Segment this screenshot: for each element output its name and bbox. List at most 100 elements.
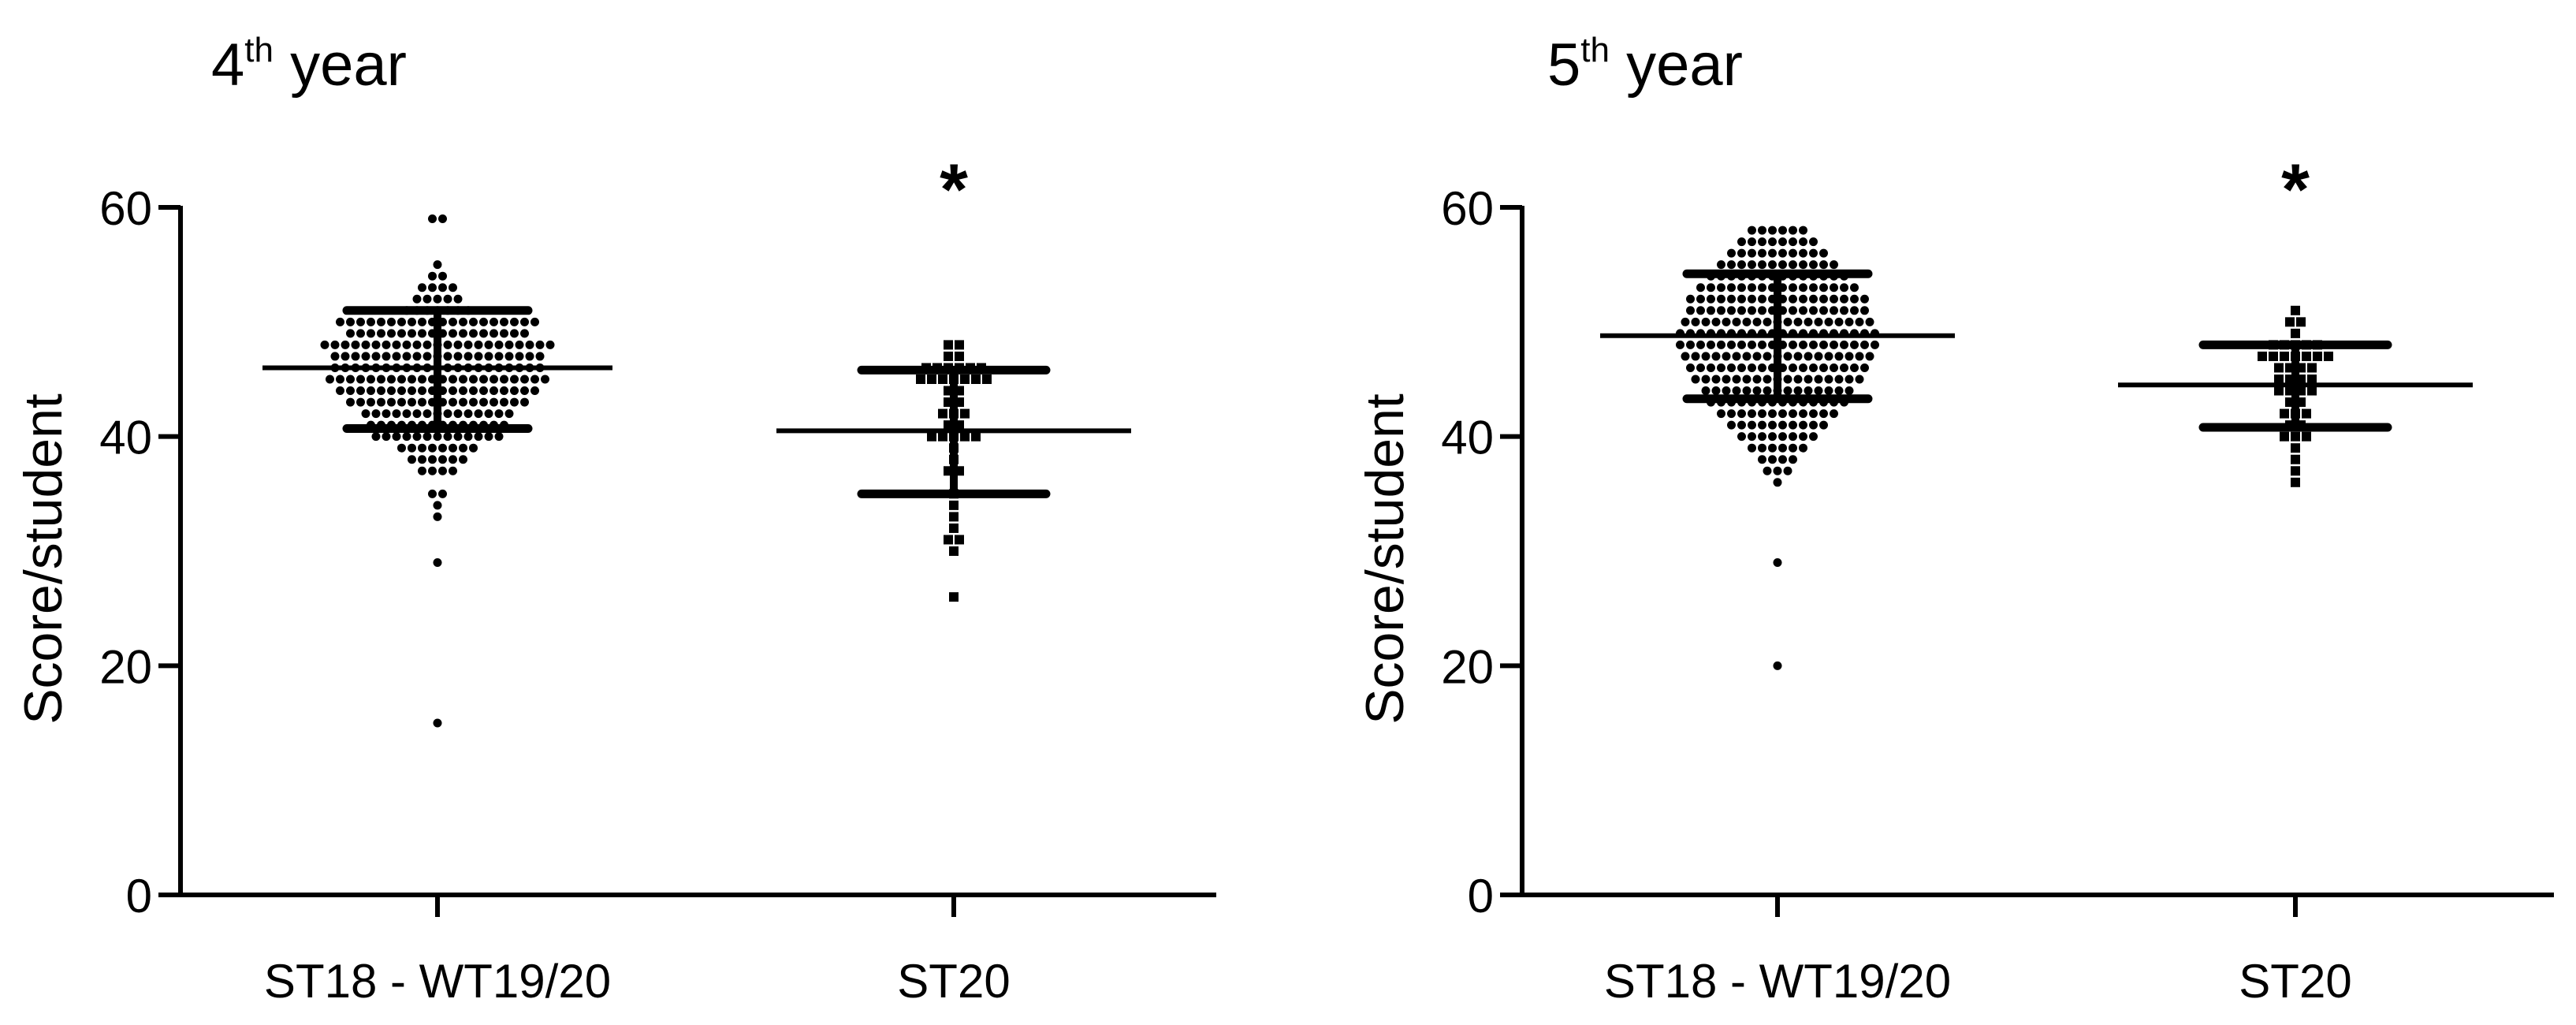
- data-point: [1763, 386, 1772, 396]
- data-point: [412, 294, 422, 304]
- data-point: [433, 558, 442, 568]
- data-point: [438, 283, 447, 293]
- y-tick-label: 0: [126, 870, 152, 922]
- data-point: [1748, 363, 1756, 372]
- data-point: [2280, 431, 2289, 442]
- data-point: [1722, 352, 1731, 361]
- data-point: [949, 500, 959, 510]
- data-point: [525, 340, 534, 349]
- data-point: [1727, 363, 1736, 372]
- data-point: [1701, 317, 1711, 326]
- data-point: [449, 397, 457, 407]
- data-point: [1737, 409, 1746, 419]
- data-point: [927, 375, 936, 384]
- data-point: [1793, 317, 1803, 326]
- data-point: [2291, 431, 2300, 442]
- data-point: [1727, 260, 1736, 270]
- data-point: [1707, 283, 1715, 293]
- data-point: [1707, 363, 1715, 372]
- data-point: [1686, 306, 1695, 315]
- data-point: [443, 352, 452, 361]
- data-point: [438, 489, 447, 498]
- data-point: [1742, 375, 1751, 384]
- data-point: [433, 501, 442, 510]
- data-point: [2269, 351, 2278, 361]
- data-point: [438, 214, 447, 224]
- y-tick-label: 40: [1441, 412, 1494, 464]
- data-point: [459, 329, 467, 338]
- data-point: [1830, 409, 1838, 419]
- data-point: [1789, 443, 1797, 453]
- data-point: [1819, 248, 1828, 258]
- data-point: [1737, 294, 1746, 304]
- data-point: [510, 317, 519, 326]
- data-point: [1860, 340, 1869, 349]
- data-point: [525, 352, 534, 361]
- data-point: [1737, 432, 1746, 442]
- data-point: [1686, 363, 1695, 372]
- data-point: [397, 375, 406, 384]
- data-point: [1809, 294, 1818, 304]
- data-point: [387, 386, 396, 396]
- data-point: [408, 455, 416, 464]
- data-point: [1804, 352, 1813, 361]
- series-1: [776, 340, 1131, 602]
- data-point: [1748, 294, 1756, 304]
- data-point: [1778, 443, 1787, 453]
- y-tick-label: 60: [1441, 182, 1494, 235]
- data-point: [1809, 420, 1818, 430]
- data-point: [1748, 226, 1756, 235]
- data-point: [346, 329, 355, 338]
- data-point: [463, 340, 473, 349]
- data-point: [449, 466, 457, 475]
- data-point: [1804, 375, 1813, 384]
- data-point: [1758, 226, 1766, 235]
- data-point: [423, 432, 432, 442]
- data-point: [1845, 317, 1854, 326]
- data-point: [1758, 420, 1766, 430]
- data-point: [336, 375, 344, 384]
- data-point: [377, 375, 385, 384]
- data-point: [1758, 237, 1766, 247]
- data-point: [490, 375, 498, 384]
- data-point: [1773, 478, 1782, 487]
- data-point: [1773, 466, 1782, 475]
- data-point: [377, 397, 385, 407]
- data-point: [1793, 352, 1803, 361]
- data-point: [1814, 317, 1823, 326]
- data-point: [494, 340, 504, 349]
- data-point: [1871, 340, 1879, 349]
- data-point: [408, 397, 416, 407]
- data-point: [361, 352, 370, 361]
- data-point: [1799, 363, 1807, 372]
- y-tick-label: 0: [1468, 870, 1494, 922]
- data-point: [541, 375, 549, 384]
- data-point: [960, 375, 970, 384]
- data-point: [1809, 260, 1818, 270]
- data-point: [2307, 375, 2317, 384]
- data-point: [423, 340, 432, 349]
- y-tick-label: 60: [99, 182, 152, 235]
- data-point: [2285, 317, 2295, 327]
- data-point: [1727, 283, 1736, 293]
- data-point: [443, 409, 452, 419]
- data-point: [520, 397, 529, 407]
- data-point: [1711, 375, 1721, 384]
- data-point: [1701, 386, 1711, 396]
- data-point: [490, 386, 498, 396]
- data-point: [361, 340, 370, 349]
- data-point: [1809, 363, 1818, 372]
- data-point: [1711, 317, 1721, 326]
- data-point: [433, 432, 442, 442]
- data-point: [1701, 352, 1711, 361]
- data-point: [530, 317, 539, 326]
- data-point: [1783, 386, 1792, 396]
- data-point: [418, 397, 426, 407]
- data-point: [397, 317, 406, 326]
- data-point: [1834, 317, 1844, 326]
- data-point: [2296, 317, 2306, 327]
- data-point: [371, 432, 381, 442]
- data-point: [1717, 283, 1725, 293]
- data-point: [418, 455, 426, 464]
- series-0: [1600, 226, 1955, 670]
